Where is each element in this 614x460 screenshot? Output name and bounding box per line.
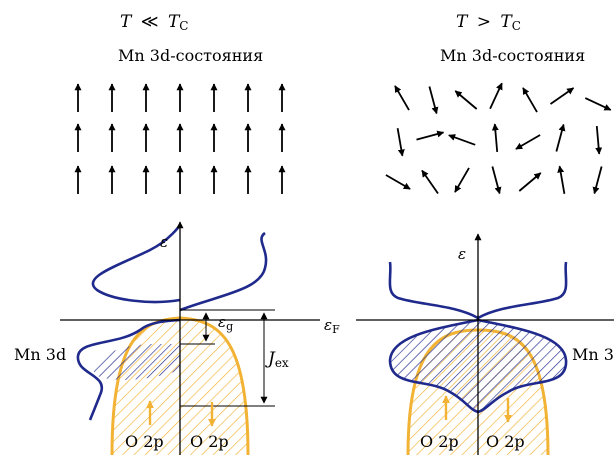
spin-arrow-icon <box>491 166 502 195</box>
energy-axis-label-right: ε <box>458 245 466 263</box>
mn3d-upper-curve-left <box>91 224 182 304</box>
right-panel: T > TC Mn 3d-состояния ε Mn 3 O 2p O 2p <box>356 12 614 456</box>
spin-arrow-icon <box>584 97 612 111</box>
mn3d-label-right: Mn 3 <box>572 345 614 364</box>
spin-arrow-icon <box>592 166 603 195</box>
spin-arrow-icon <box>448 134 476 146</box>
o2p-label-left-a: O 2p <box>125 432 164 451</box>
right-spin-array <box>385 82 612 195</box>
o2p-label-left-b: O 2p <box>190 432 229 451</box>
mn3d-upper-right-curve-right <box>477 261 568 320</box>
left-title: T ≪ TC <box>120 12 188 33</box>
spin-arrow-icon <box>549 87 575 105</box>
spin-arrow-icon <box>454 167 470 193</box>
spin-arrow-icon <box>518 172 542 192</box>
spin-arrow-icon <box>416 130 445 141</box>
spin-arrow-icon <box>522 87 538 113</box>
spin-arrow-icon <box>595 126 603 155</box>
mn3d-right-curve-left <box>179 231 268 312</box>
mn3d-lower-curve-left <box>76 318 181 421</box>
spin-arrow-icon <box>394 85 410 111</box>
spin-arrow-icon <box>385 174 411 190</box>
spin-arrow-icon <box>428 86 439 115</box>
left-spin-array <box>74 83 286 194</box>
mn3d-upper-left-curve-right <box>388 261 479 320</box>
energy-axis-label-left: ε <box>160 233 168 251</box>
left-states-label: Mn 3d-состояния <box>118 46 263 65</box>
spin-arrow-icon <box>555 123 566 152</box>
mn3d-label-left: Mn 3d <box>14 345 66 364</box>
spin-arrow-icon <box>396 128 405 157</box>
spin-arrow-icon <box>489 82 503 110</box>
right-title: T > TC <box>456 12 521 33</box>
exchange-label: Jex <box>265 349 289 370</box>
mn3d-occupied-left <box>93 320 180 380</box>
spin-arrow-icon <box>557 165 566 194</box>
right-states-label: Mn 3d-состояния <box>440 46 585 65</box>
left-panel: T ≪ TC Mn 3d-состояния ε εF εg Jex Mn 3d <box>14 12 340 456</box>
o2p-label-right-b: O 2p <box>486 432 525 451</box>
fermi-label: εF <box>324 316 340 336</box>
spin-arrow-icon <box>454 90 478 110</box>
gap-label: εg <box>218 313 233 333</box>
spin-arrow-icon <box>421 169 439 195</box>
spin-arrow-icon <box>491 123 499 152</box>
o2p-label-right-a: O 2p <box>420 432 459 451</box>
spin-arrow-icon <box>515 134 541 150</box>
